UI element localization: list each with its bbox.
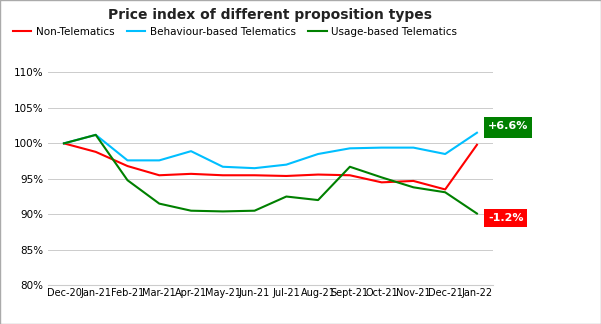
Non-Telematics xyxy=(60,141,67,145)
Behaviour-based Telematics xyxy=(346,146,353,150)
Line: Behaviour-based Telematics: Behaviour-based Telematics xyxy=(64,133,477,168)
Non-Telematics xyxy=(124,164,131,168)
Usage-based Telematics xyxy=(442,190,449,194)
Behaviour-based Telematics xyxy=(410,146,417,150)
Legend: Non-Telematics, Behaviour-based Telematics, Usage-based Telematics: Non-Telematics, Behaviour-based Telemati… xyxy=(8,23,461,41)
Behaviour-based Telematics xyxy=(314,152,322,156)
Usage-based Telematics xyxy=(251,209,258,213)
Usage-based Telematics xyxy=(346,165,353,169)
Line: Non-Telematics: Non-Telematics xyxy=(64,143,477,190)
Non-Telematics xyxy=(251,173,258,177)
Behaviour-based Telematics xyxy=(282,163,290,167)
Non-Telematics xyxy=(92,150,99,154)
Usage-based Telematics xyxy=(219,209,227,213)
Non-Telematics xyxy=(219,173,227,177)
Usage-based Telematics xyxy=(60,141,67,145)
Non-Telematics xyxy=(474,143,481,147)
Non-Telematics xyxy=(156,173,163,177)
Non-Telematics xyxy=(378,180,385,184)
Line: Usage-based Telematics: Usage-based Telematics xyxy=(64,135,477,214)
Text: -1.2%: -1.2% xyxy=(488,213,523,223)
Behaviour-based Telematics xyxy=(156,158,163,162)
Behaviour-based Telematics xyxy=(219,165,227,169)
Behaviour-based Telematics xyxy=(188,149,195,153)
Non-Telematics xyxy=(188,172,195,176)
Title: Price index of different proposition types: Price index of different proposition typ… xyxy=(108,8,433,22)
Text: +3.2%: +3.2% xyxy=(488,124,528,134)
Usage-based Telematics xyxy=(378,176,385,179)
Usage-based Telematics xyxy=(92,133,99,137)
Usage-based Telematics xyxy=(282,195,290,199)
Behaviour-based Telematics xyxy=(60,141,67,145)
Non-Telematics xyxy=(410,179,417,183)
Non-Telematics xyxy=(442,188,449,191)
Behaviour-based Telematics xyxy=(251,166,258,170)
Usage-based Telematics xyxy=(188,209,195,213)
Behaviour-based Telematics xyxy=(378,146,385,150)
Behaviour-based Telematics xyxy=(124,158,131,162)
Text: +6.6%: +6.6% xyxy=(488,121,528,131)
Behaviour-based Telematics xyxy=(474,131,481,135)
Non-Telematics xyxy=(282,174,290,178)
Usage-based Telematics xyxy=(156,202,163,205)
Non-Telematics xyxy=(346,173,353,177)
Behaviour-based Telematics xyxy=(442,152,449,156)
Usage-based Telematics xyxy=(314,198,322,202)
Behaviour-based Telematics xyxy=(92,133,99,137)
Usage-based Telematics xyxy=(124,178,131,182)
Usage-based Telematics xyxy=(410,185,417,189)
Non-Telematics xyxy=(314,173,322,177)
Usage-based Telematics xyxy=(474,212,481,215)
